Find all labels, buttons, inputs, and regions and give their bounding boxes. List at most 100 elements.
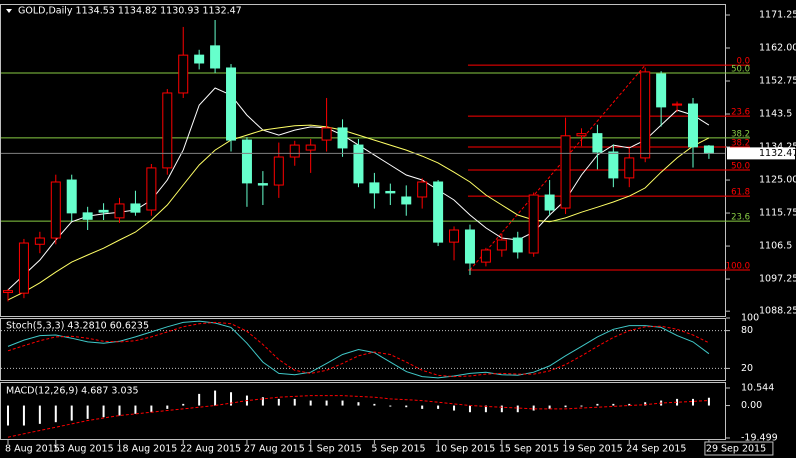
y-tick-label: 1134.25 [759,142,796,153]
macd-bar [707,397,710,406]
y-tick-label: 1106.5 [759,241,792,252]
candle-body [560,135,571,209]
y-tick-label: 100 [741,313,759,324]
candle-body [241,139,252,184]
macd-bar [134,405,137,414]
macd-bar [612,403,615,406]
candle-body [210,45,221,69]
y-tick-label: 1125.00 [759,175,796,186]
y-tick-label: 1171.25 [759,9,796,20]
candle-body [353,144,364,184]
candle-body [162,92,173,169]
candle-body [18,242,29,294]
candle-body [321,127,332,141]
level-label: 23.6 [731,213,750,223]
candle-body [3,290,13,293]
y-tick-label: 20 [741,363,753,374]
fib-label: 38.2 [731,139,750,149]
candle-body [464,229,475,264]
macd-bar [500,405,503,413]
menu-arrow[interactable] [6,9,12,13]
macd-bar [357,402,360,406]
macd-bar [86,405,89,419]
stoch-panel [0,318,726,381]
x-tick-label: 18 Aug 2015 [117,444,178,455]
fib-trendline [469,64,646,271]
stoch-title: Stoch(5,3,3) 43.2810 60.6235 [6,321,149,332]
macd-bar [421,405,424,409]
fib-label: 50.0 [731,162,750,172]
x-tick-label: 22 Aug 2015 [180,444,241,455]
candle-body [369,182,380,194]
x-tick-label: 8 Aug 2015 [5,444,60,455]
macd-bar [214,390,217,406]
macd-bar [182,403,185,406]
macd-bar [277,398,280,406]
candle-body [496,239,507,251]
candle-body [672,103,683,106]
macd-bar [70,405,73,421]
candle-body [82,212,93,220]
macd-bar [118,405,121,416]
candle-body [114,203,125,219]
candle-body [146,167,157,211]
macd-bar [548,405,551,409]
macd-bar [628,403,631,406]
candle-body [592,133,603,153]
macd-bar [484,405,487,413]
macd-bar [293,398,296,406]
level-label: 38.2 [731,129,750,139]
fib-label: 0.0 [736,57,750,67]
candle-body [417,181,428,198]
candle-body [640,71,651,159]
candle-body [576,133,587,137]
macd-bar [532,405,535,411]
candle-body [257,183,268,186]
y-tick-label: 1162.00 [759,43,796,54]
candle-body [544,194,555,211]
candle-body [703,145,714,154]
candle-body [226,67,237,141]
y-tick-label: 1152.75 [759,76,796,87]
macd-bar [341,400,344,406]
y-tick-label: -19.499 [741,433,778,444]
macd-bar [676,398,679,406]
macd-bar [373,403,376,406]
candle-body [528,194,539,254]
x-tick-label: 27 Aug 2015 [244,444,305,455]
fib-label: 23.6 [731,108,750,118]
macd-bar [166,405,169,409]
macd-panel [0,382,726,440]
candle-body [401,196,412,205]
candle-body [194,54,205,64]
candle-body [687,103,698,148]
candle-body [385,190,396,194]
y-tick-label: 1115.75 [759,208,796,219]
candle-body [178,54,189,94]
y-tick-label: 1088.25 [759,306,796,317]
macd-bar [54,405,57,423]
x-tick-label: 1 Sep 2015 [308,444,362,455]
main-panel [0,4,726,317]
macd-signal [7,395,709,438]
current-price-label: 1132.47 [759,148,796,159]
fib-label: 100.0 [726,261,750,271]
candle-body [480,249,491,263]
macd-bar [230,392,233,406]
macd-bar [691,398,694,406]
y-tick-label: 0.00 [741,400,762,411]
macd-bar [437,405,440,409]
candle-body [449,229,460,243]
moving-average [7,124,710,301]
x-tick-label: 24 Sep 2015 [626,444,686,455]
y-tick-label: 10.544 [741,383,774,394]
candle-body [98,209,109,213]
candle-body [512,237,523,253]
macd-bar [596,403,599,406]
candle-body [289,144,300,158]
macd-bar [38,405,41,424]
macd-bar [453,405,456,411]
moving-average [7,87,710,291]
macd-bar [405,405,408,408]
macd-bar [580,405,583,407]
